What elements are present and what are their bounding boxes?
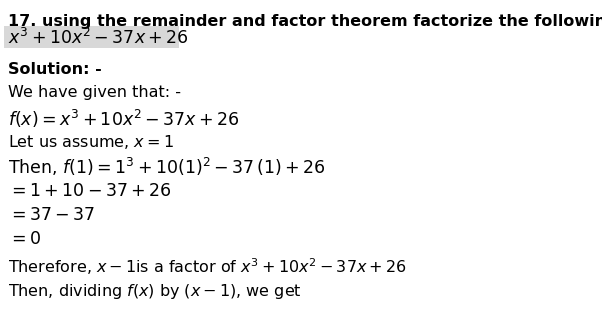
Text: $=  1 + 10 - 37 + 26$: $= 1 + 10 - 37 + 26$	[8, 182, 172, 200]
Text: $=  37 - 37$: $= 37 - 37$	[8, 206, 95, 224]
Text: Let us assume, $x  =  1$: Let us assume, $x = 1$	[8, 133, 174, 151]
Text: Then, dividing $f(x)$ by $(x - 1)$, we get: Then, dividing $f(x)$ by $(x - 1)$, we g…	[8, 282, 302, 301]
FancyBboxPatch shape	[4, 26, 179, 48]
Text: Therefore, $x - 1$is a factor of $x^{3} + 10x^{2}-37x + 26$: Therefore, $x - 1$is a factor of $x^{3} …	[8, 256, 407, 277]
Text: $f(x)  =  x^3 + 10x^{2}- 37x + 26$: $f(x) = x^3 + 10x^{2}- 37x + 26$	[8, 108, 240, 130]
Text: We have given that: -: We have given that: -	[8, 85, 181, 100]
Text: $=  0$: $= 0$	[8, 230, 41, 248]
Text: Then, $f(1)  =  1^3 + 10(1)^{2} - 37\,(1) + 26$: Then, $f(1) = 1^3 + 10(1)^{2} - 37\,(1) …	[8, 156, 326, 178]
Text: $x^3 + 10x^2 - 37x + 26$: $x^3 + 10x^2 - 37x + 26$	[8, 28, 188, 48]
Text: Solution: -: Solution: -	[8, 62, 102, 77]
Text: 17. using the remainder and factor theorem factorize the following polynomial: 17. using the remainder and factor theor…	[8, 14, 602, 29]
